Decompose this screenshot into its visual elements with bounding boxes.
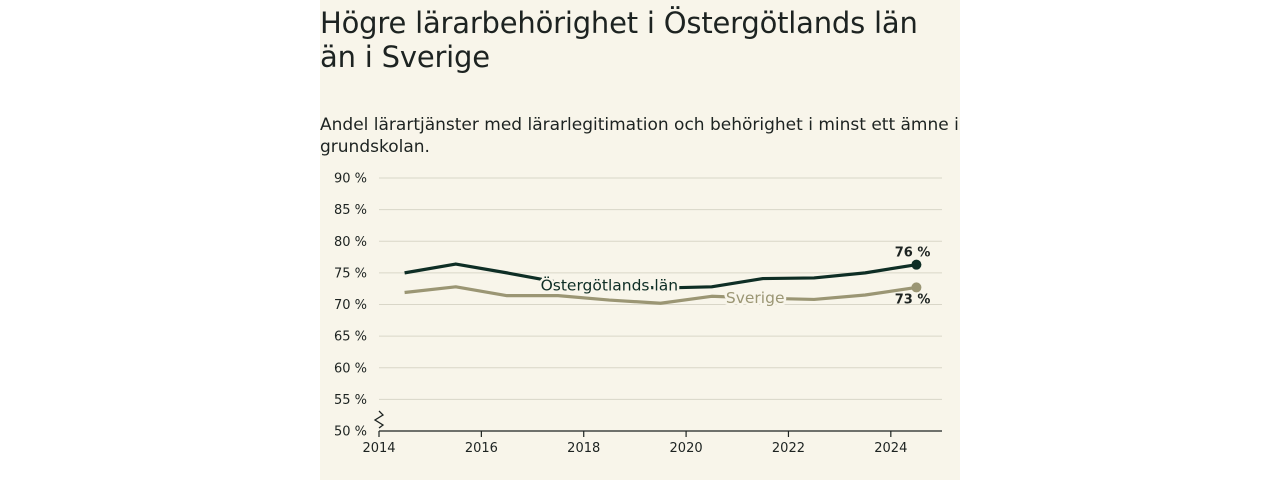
x-tick-label: 2014: [362, 441, 395, 456]
chart-title: Högre lärarbehörighet i Östergötlands lä…: [320, 6, 918, 74]
chart-subtitle: Andel lärartjänster med lärarlegitimatio…: [320, 115, 959, 157]
y-tick-label: 80 %: [334, 235, 367, 250]
x-tick-label: 2020: [670, 441, 703, 456]
series-end-label: 76 %: [895, 246, 931, 261]
y-axis-ticks: 50 % 55 % 60 % 65 % 70 % 75 % 80 % 85 % 90 %: [334, 172, 367, 440]
series-end-label: 73 %: [895, 292, 931, 307]
y-tick-label: 60 %: [334, 361, 367, 376]
axis-break-icon: [373, 410, 385, 429]
chart-panel: [320, 0, 960, 480]
series-lines: [404, 259, 922, 305]
y-tick-label: 90 %: [334, 172, 367, 187]
series-line: [404, 262, 917, 290]
x-axis-ticks: 2014 2016 2018 2020 2022 2024: [362, 431, 907, 456]
x-tick-label: 2024: [874, 441, 907, 456]
series-labels: 76 % 73 % Östergötlands län Sverige: [538, 246, 931, 310]
x-tick-label: 2022: [772, 441, 805, 456]
x-tick-label: 2018: [567, 441, 600, 456]
y-tick-label: 85 %: [334, 203, 367, 218]
y-tick-label: 70 %: [334, 298, 367, 313]
series-name-label: Sverige: [726, 289, 785, 307]
line-chart: 50 % 55 % 60 % 65 % 70 % 75 % 80 % 85 % 90 % 201…: [334, 172, 942, 456]
series-end-dot: [911, 259, 922, 270]
x-tick-label: 2016: [465, 441, 498, 456]
y-tick-label: 65 %: [334, 330, 367, 345]
series-line: [404, 285, 917, 305]
y-tick-label: 75 %: [334, 266, 367, 281]
gridlines: [379, 177, 942, 400]
y-tick-label: 50 %: [334, 425, 367, 440]
series-end-dot: [911, 282, 922, 293]
series-name-label: Östergötlands län: [541, 276, 679, 295]
y-tick-label: 55 %: [334, 393, 367, 408]
